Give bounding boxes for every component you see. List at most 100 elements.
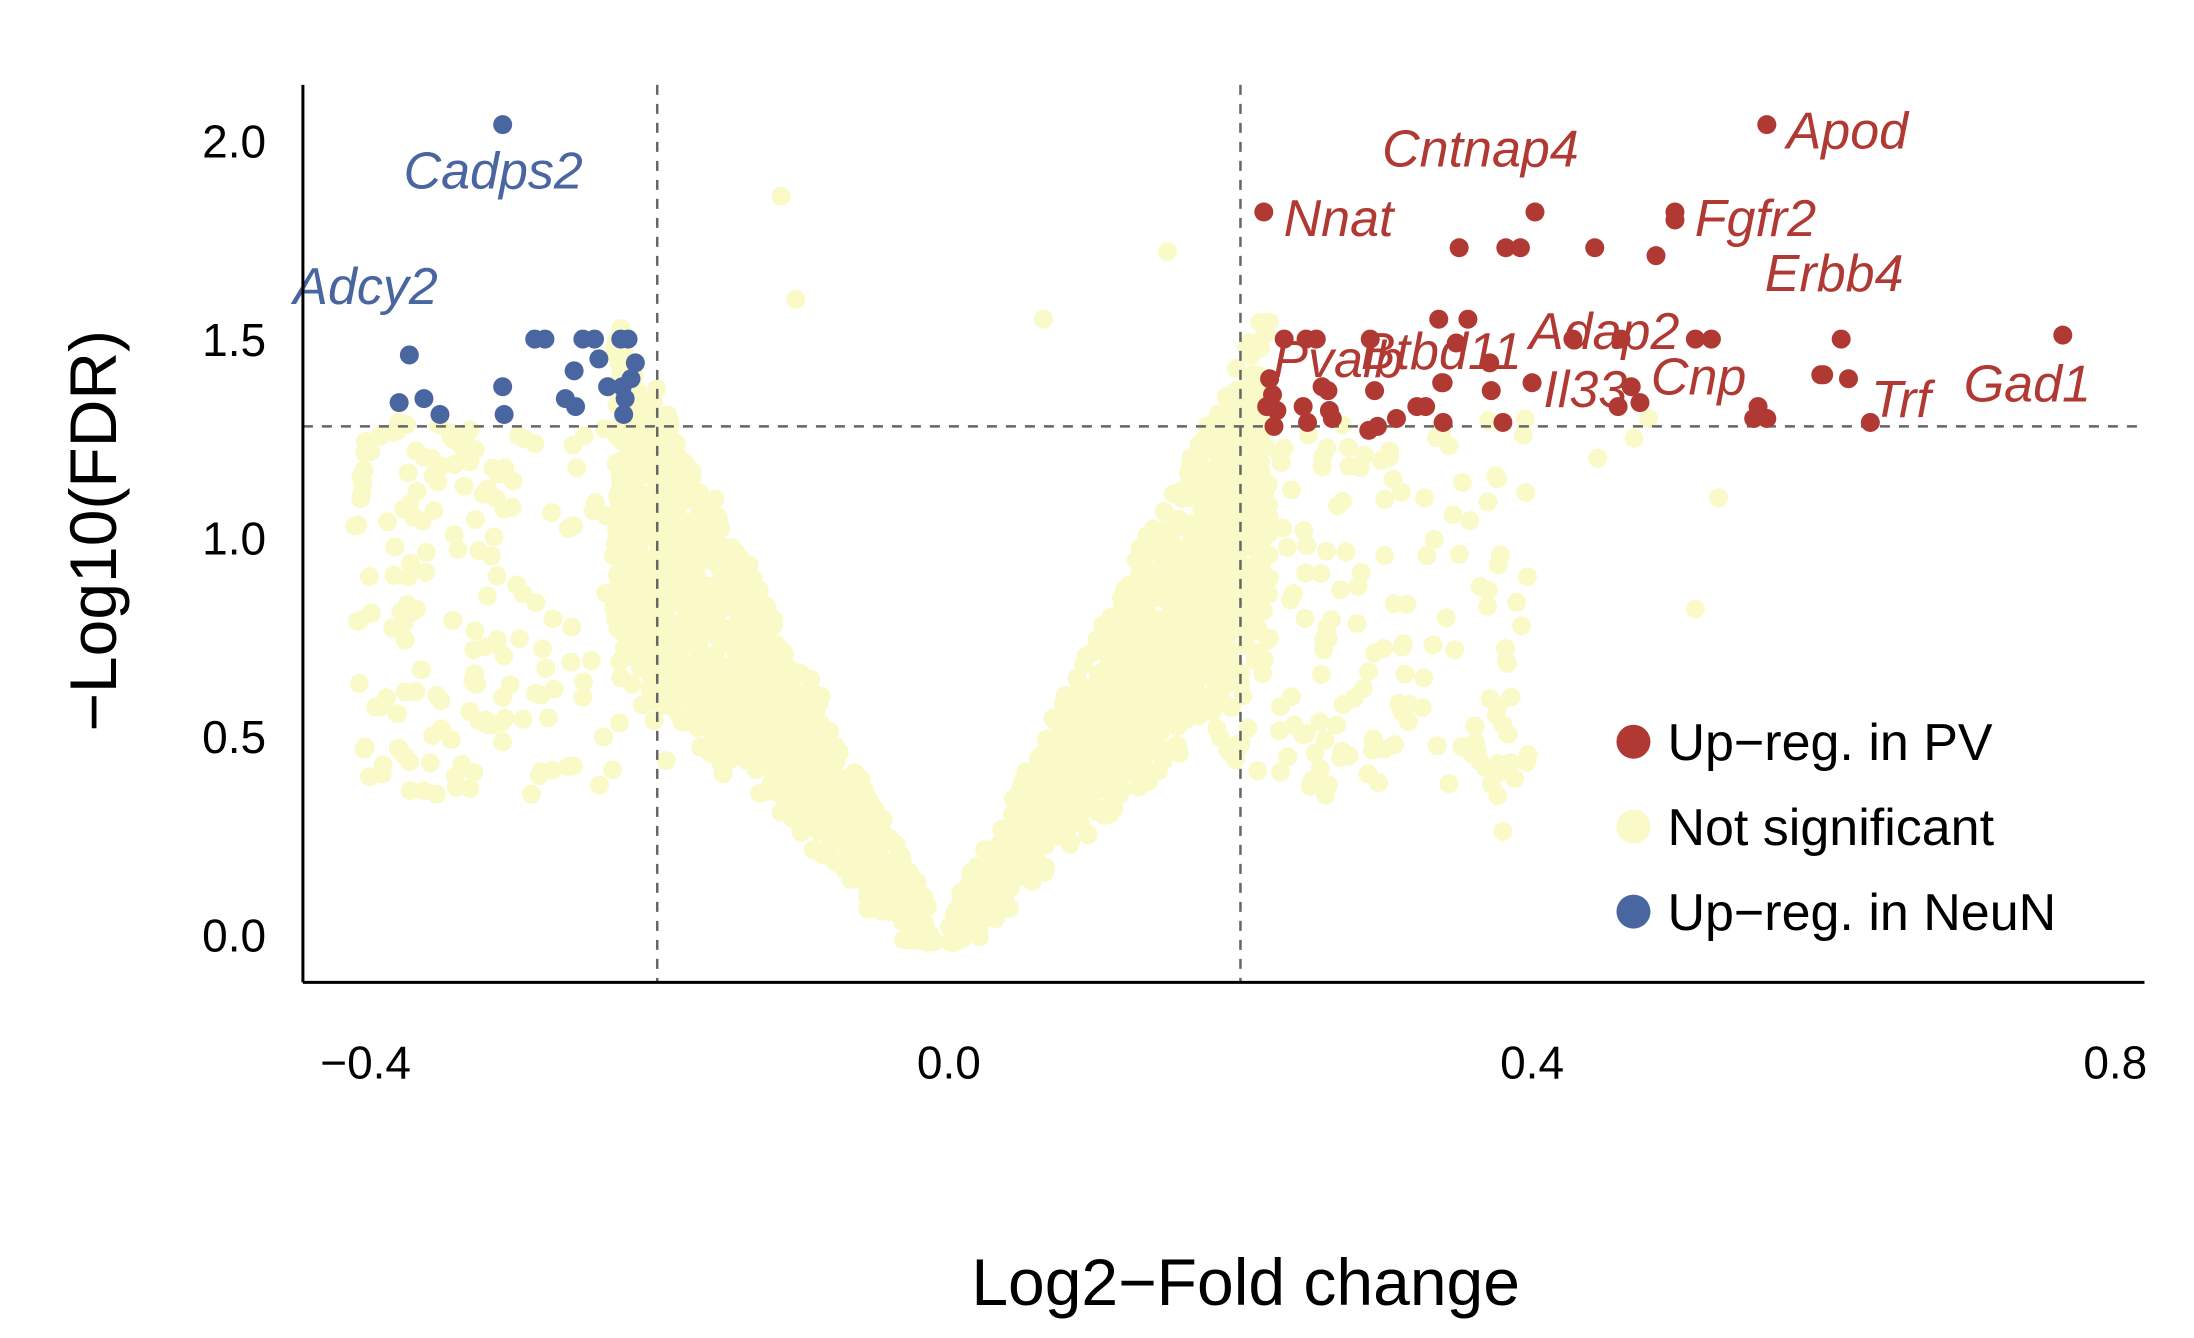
legend-marker-not-significant: [1616, 809, 1651, 844]
point-not-significant: [728, 585, 748, 605]
point-not-significant: [1314, 640, 1334, 660]
point-not-significant: [1129, 777, 1149, 797]
point-not-significant: [828, 781, 848, 801]
point-not-significant: [1115, 683, 1135, 703]
point-not-significant: [610, 652, 630, 672]
point-not-significant: [1439, 436, 1459, 456]
point-not-significant: [625, 551, 645, 571]
point-not-significant: [699, 500, 719, 520]
point-not-significant: [1465, 732, 1485, 752]
point-not-significant: [1236, 635, 1256, 655]
point-not-significant: [1338, 438, 1358, 458]
point-up-neun: [389, 393, 409, 413]
point-not-significant: [585, 493, 605, 513]
point-not-significant: [798, 801, 818, 821]
not-significant-points: [345, 186, 1729, 953]
point-not-significant: [1436, 608, 1456, 628]
point-up-pv: [1260, 369, 1280, 389]
point-up-pv: [1298, 412, 1318, 432]
point-not-significant: [448, 540, 468, 560]
point-not-significant: [1449, 544, 1469, 564]
point-not-significant: [1374, 638, 1394, 658]
point-not-significant: [513, 709, 533, 729]
point-not-significant: [1226, 358, 1246, 378]
point-not-significant: [1120, 632, 1140, 652]
tick-labels: −0.4 0.0 0.4 0.8 0.0 0.5 1.0 1.5 2.0: [202, 116, 2147, 1089]
point-up-pv: [1860, 412, 1880, 432]
point-not-significant: [1238, 718, 1258, 738]
point-not-significant: [1210, 540, 1230, 560]
point-not-significant: [1312, 457, 1332, 477]
point-up-pv: [1701, 329, 1721, 349]
point-not-significant: [1305, 743, 1325, 763]
point-not-significant: [785, 684, 805, 704]
point-not-significant: [460, 779, 480, 799]
point-not-significant: [1470, 751, 1490, 771]
point-up-pv: [1318, 381, 1338, 401]
point-up-pv: [1510, 238, 1530, 258]
point-up-pv: [1458, 309, 1478, 329]
point-not-significant: [1213, 568, 1233, 588]
point-not-significant: [705, 578, 725, 598]
point-up-pv: [1685, 329, 1705, 349]
significant-points: [389, 115, 2073, 440]
point-not-significant: [1240, 373, 1260, 393]
point-up-pv: [1365, 381, 1385, 401]
point-not-significant: [1233, 609, 1253, 629]
point-not-significant: [846, 847, 866, 867]
point-not-significant: [846, 810, 866, 830]
point-up-pv: [1496, 238, 1516, 258]
point-not-significant: [441, 730, 461, 750]
point-not-significant: [1198, 416, 1218, 436]
point-not-significant: [680, 661, 700, 681]
point-not-significant: [1046, 817, 1066, 837]
point-up-neun: [493, 377, 513, 397]
point-not-significant: [1348, 576, 1368, 596]
point-not-significant: [758, 694, 778, 714]
point-not-significant: [1186, 618, 1206, 638]
point-not-significant: [750, 754, 770, 774]
point-up-pv: [1274, 329, 1294, 349]
point-not-significant: [1189, 518, 1209, 538]
point-not-significant: [1008, 808, 1028, 828]
point-not-significant: [736, 675, 756, 695]
y-tick-label: 2.0: [202, 116, 266, 168]
point-not-significant: [614, 583, 634, 603]
gene-label-pvalb: Pvalb: [1273, 331, 1403, 389]
point-not-significant: [407, 599, 427, 619]
point-not-significant: [1152, 667, 1172, 687]
point-not-significant: [1478, 492, 1498, 512]
point-not-significant: [484, 527, 504, 547]
point-not-significant: [626, 465, 646, 485]
point-up-pv: [1608, 397, 1628, 417]
point-not-significant: [624, 433, 644, 453]
point-up-pv: [1386, 408, 1406, 428]
y-axis-title: −Log10(FDR): [56, 330, 130, 732]
point-not-significant: [351, 489, 371, 509]
point-not-significant: [1195, 462, 1215, 482]
point-not-significant: [464, 762, 484, 782]
point-not-significant: [771, 186, 791, 206]
point-not-significant: [801, 669, 821, 689]
y-tick-label: 1.5: [202, 314, 266, 366]
gene-label-adap2: Adap2: [1526, 303, 1679, 361]
point-not-significant: [790, 778, 810, 798]
gene-label-il33: Il33: [1543, 361, 1627, 419]
axes: [301, 84, 2145, 984]
point-up-neun: [614, 405, 634, 425]
point-not-significant: [715, 662, 735, 682]
point-not-significant: [1178, 484, 1198, 504]
point-not-significant: [509, 426, 529, 446]
point-not-significant: [716, 695, 736, 715]
point-not-significant: [544, 679, 564, 699]
point-not-significant: [809, 733, 829, 753]
point-not-significant: [691, 617, 711, 637]
point-not-significant: [526, 593, 546, 613]
point-up-pv: [1416, 397, 1436, 417]
point-up-pv: [1429, 309, 1449, 329]
point-not-significant: [1330, 580, 1350, 600]
point-not-significant: [1216, 450, 1236, 470]
point-not-significant: [653, 599, 673, 619]
point-not-significant: [385, 537, 405, 557]
